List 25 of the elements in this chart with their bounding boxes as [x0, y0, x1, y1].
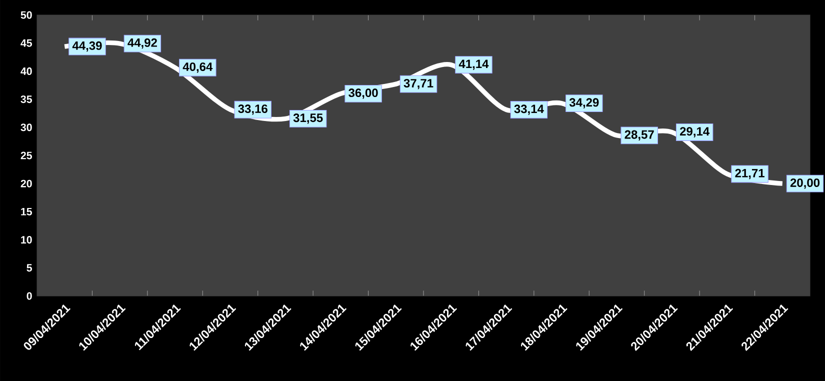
data-label: 33,14	[514, 104, 544, 115]
y-tick-label: 25	[20, 152, 32, 160]
data-label: 29,14	[680, 127, 710, 138]
data-label: 20,00	[790, 178, 820, 189]
data-label: 21,71	[735, 168, 764, 180]
y-tick-label: 30	[20, 124, 32, 132]
data-label: 33,16	[238, 104, 268, 115]
y-tick-label: 15	[21, 208, 32, 216]
y-tick-label: 10	[21, 236, 32, 244]
data-label: 31,55	[293, 114, 323, 124]
data-label: 40,64	[182, 62, 213, 73]
y-tick-label: 40	[20, 67, 32, 75]
y-tick-label: 0	[26, 292, 32, 300]
data-label: 44,92	[128, 38, 157, 49]
y-tick-label: 50	[20, 11, 32, 19]
data-label: 44,39	[72, 41, 102, 52]
y-tick-label: 35	[20, 96, 32, 104]
y-tick-label: 5	[26, 264, 32, 272]
y-tick-label: 20	[20, 180, 32, 188]
data-label: 34,29	[569, 98, 599, 108]
data-label: 36,00	[348, 88, 378, 99]
data-label: 41,14	[458, 60, 489, 70]
y-tick-label: 45	[20, 39, 32, 47]
data-label: 28,57	[624, 130, 654, 141]
data-label: 37,71	[404, 78, 434, 90]
